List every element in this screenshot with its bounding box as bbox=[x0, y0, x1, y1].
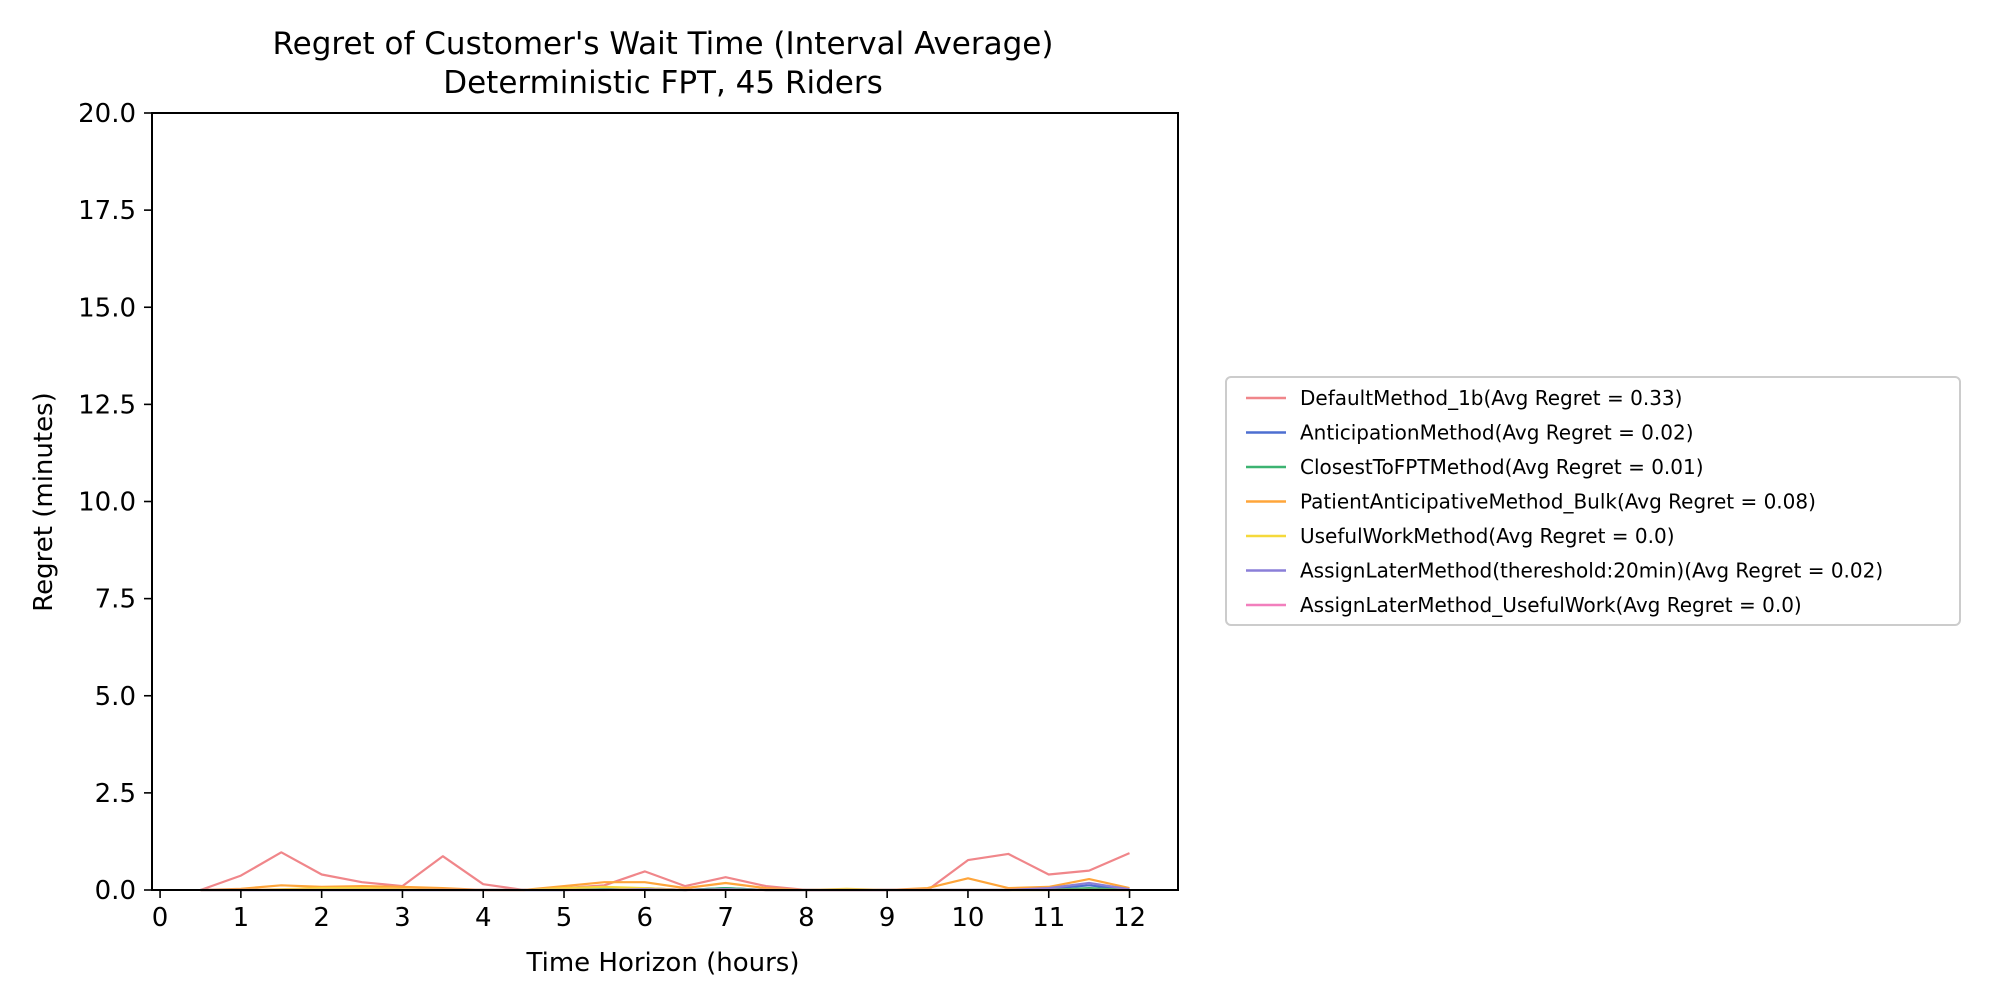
y-tick-label: 2.5 bbox=[95, 779, 136, 809]
legend-item: DefaultMethod_1b(Avg Regret = 0.33) bbox=[1246, 386, 1682, 410]
legend-item: UsefulWorkMethod(Avg Regret = 0.0) bbox=[1246, 524, 1675, 548]
x-tick-label: 0 bbox=[152, 903, 169, 933]
chart-subtitle: Deterministic FPT, 45 Riders bbox=[443, 65, 883, 101]
x-tick-label: 2 bbox=[313, 903, 330, 933]
x-tick-label: 1 bbox=[233, 903, 250, 933]
x-tick-label: 5 bbox=[556, 903, 573, 933]
legend-label: UsefulWorkMethod(Avg Regret = 0.0) bbox=[1300, 524, 1675, 548]
legend-item: AssignLaterMethod(thereshold:20min)(Avg … bbox=[1246, 559, 1883, 583]
chart-title: Regret of Customer's Wait Time (Interval… bbox=[273, 26, 1054, 62]
x-tick-label: 6 bbox=[637, 903, 654, 933]
legend-label: AnticipationMethod(Avg Regret = 0.02) bbox=[1300, 421, 1694, 445]
series-line-1 bbox=[200, 851, 1130, 892]
y-tick-label: 0.0 bbox=[95, 876, 136, 906]
y-axis-ticks: 0.0 2.5 5.0 7.5 10.0 12.5 15.0 17.5 20.0 bbox=[78, 99, 152, 906]
legend-items: DefaultMethod_1b(Avg Regret = 0.33) Antic… bbox=[1246, 386, 1883, 617]
y-tick-label: 7.5 bbox=[95, 585, 136, 615]
legend-item: PatientAnticipativeMethod_Bulk(Avg Regre… bbox=[1246, 490, 1816, 514]
y-tick-label: 15.0 bbox=[78, 293, 136, 323]
y-tick-label: 10.0 bbox=[78, 488, 136, 518]
legend-frame bbox=[1225, 376, 1961, 626]
legend-label: PatientAnticipativeMethod_Bulk(Avg Regre… bbox=[1300, 490, 1816, 514]
legend-label: AssignLaterMethod(thereshold:20min)(Avg … bbox=[1300, 559, 1883, 583]
x-tick-label: 12 bbox=[1113, 903, 1146, 933]
series-line-4 bbox=[200, 877, 1130, 892]
y-tick-label: 5.0 bbox=[95, 682, 136, 712]
y-tick-label: 12.5 bbox=[78, 390, 136, 420]
legend: DefaultMethod_1b(Avg Regret = 0.33) Antic… bbox=[1225, 376, 1961, 626]
plot-area-frame bbox=[151, 112, 1179, 891]
x-tick-label: 8 bbox=[798, 903, 815, 933]
x-axis-label: Time Horizon (hours) bbox=[526, 948, 800, 978]
x-tick-label: 3 bbox=[394, 903, 411, 933]
legend-item: ClosestToFPTMethod(Avg Regret = 0.01) bbox=[1246, 455, 1704, 479]
series-layer bbox=[200, 851, 1130, 892]
legend-item: AssignLaterMethod_UsefulWork(Avg Regret … bbox=[1246, 593, 1802, 617]
legend-label: DefaultMethod_1b(Avg Regret = 0.33) bbox=[1300, 386, 1682, 410]
x-axis-ticks: 0 1 2 3 4 5 6 7 8 9 10 11 12 bbox=[152, 890, 1146, 933]
legend-label: AssignLaterMethod_UsefulWork(Avg Regret … bbox=[1300, 593, 1802, 617]
x-tick-label: 9 bbox=[879, 903, 896, 933]
legend-label: ClosestToFPTMethod(Avg Regret = 0.01) bbox=[1300, 455, 1704, 479]
x-tick-label: 4 bbox=[475, 903, 492, 933]
x-tick-label: 11 bbox=[1032, 903, 1065, 933]
x-tick-label: 7 bbox=[717, 903, 734, 933]
y-tick-label: 17.5 bbox=[78, 196, 136, 226]
y-axis-label: Regret (minutes) bbox=[29, 392, 59, 612]
y-tick-label: 20.0 bbox=[78, 99, 136, 129]
x-tick-label: 10 bbox=[951, 903, 984, 933]
legend-item: AnticipationMethod(Avg Regret = 0.02) bbox=[1246, 421, 1694, 445]
